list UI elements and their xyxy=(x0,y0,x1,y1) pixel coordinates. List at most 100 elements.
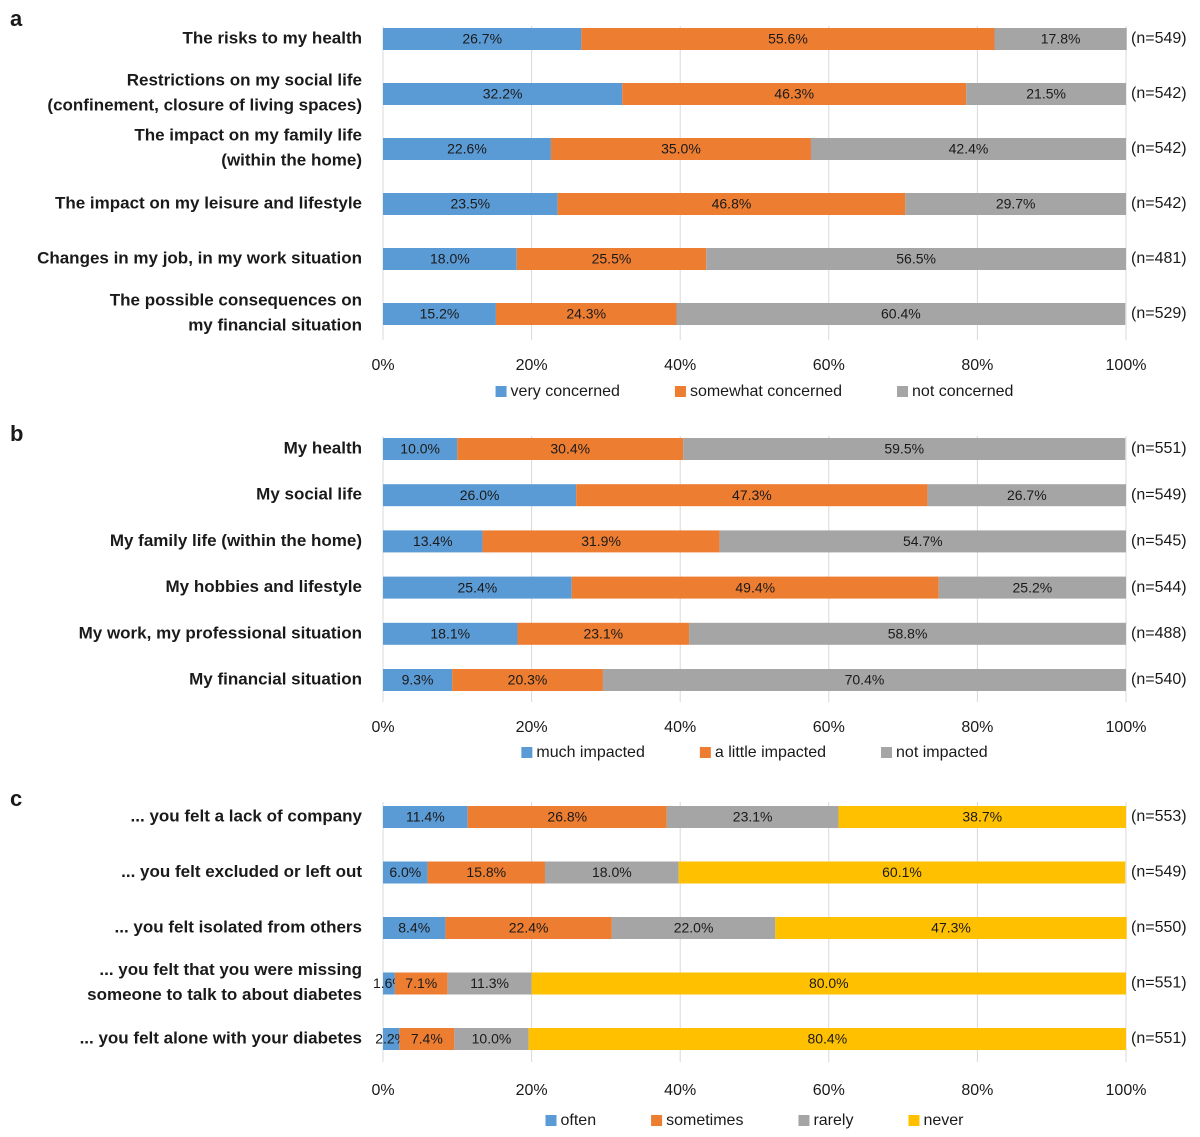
bar-segment xyxy=(550,138,811,160)
value-label: 35.0% xyxy=(661,141,701,157)
value-label: 24.3% xyxy=(566,306,606,322)
x-tick-label: 60% xyxy=(813,357,845,374)
value-label: 23.1% xyxy=(583,626,623,642)
bar-segment xyxy=(452,669,603,691)
value-label: 20.3% xyxy=(508,672,548,688)
value-label: 26.0% xyxy=(460,487,500,503)
value-label: 6.0% xyxy=(389,864,421,880)
n-label: (n=551) xyxy=(1131,440,1187,457)
bar-segment xyxy=(905,193,1126,215)
bar-segment xyxy=(394,972,448,995)
legend-swatch xyxy=(674,386,686,397)
n-label: (n=550) xyxy=(1131,919,1187,936)
n-label: (n=544) xyxy=(1131,579,1187,596)
category-label: ... you felt isolated from others xyxy=(115,917,362,936)
value-label: 59.5% xyxy=(884,441,924,457)
n-label: (n=545) xyxy=(1131,533,1187,550)
bar-segment xyxy=(457,438,684,460)
value-label: 31.9% xyxy=(581,533,621,549)
x-tick-label: 80% xyxy=(961,357,993,374)
n-label: (n=549) xyxy=(1131,30,1187,47)
legend-swatch xyxy=(651,1115,663,1126)
value-label: 15.2% xyxy=(420,306,460,322)
n-label: (n=481) xyxy=(1131,250,1187,267)
bar-segment xyxy=(938,576,1126,599)
category-label: My work, my professional situation xyxy=(79,623,362,642)
bar-segment xyxy=(927,484,1126,507)
value-label: 26.7% xyxy=(462,31,502,47)
bar-segment xyxy=(576,484,928,507)
panel-label: a xyxy=(10,6,23,31)
bar-segment xyxy=(383,1028,400,1050)
bar-segment xyxy=(383,484,577,507)
legend-label: much impacted xyxy=(536,744,645,761)
legend-label: a little impacted xyxy=(715,744,826,761)
bar-segment xyxy=(383,622,518,645)
bar-segment xyxy=(838,806,1126,828)
value-label: 22.0% xyxy=(674,920,714,936)
n-label: (n=488) xyxy=(1131,625,1187,642)
category-label: Restrictions on my social life (confineme… xyxy=(47,71,362,115)
bar-segment xyxy=(581,28,995,50)
value-label: 80.0% xyxy=(809,975,849,991)
bar-segment xyxy=(445,917,612,939)
bar-segment xyxy=(678,861,1126,884)
bar-segment xyxy=(383,303,496,325)
bar-segment xyxy=(775,917,1127,939)
value-label: 26.7% xyxy=(1007,487,1047,503)
x-tick-label: 20% xyxy=(516,357,548,374)
legend-swatch xyxy=(545,1115,557,1126)
bar-segment xyxy=(383,248,517,270)
value-label: 10.0% xyxy=(400,441,440,457)
x-tick-label: 20% xyxy=(516,1082,548,1099)
panel-label: c xyxy=(10,786,22,811)
category-label: My social life xyxy=(256,485,362,504)
bar-segment xyxy=(383,917,446,939)
bar-segment xyxy=(467,806,667,828)
value-label: 42.4% xyxy=(949,141,989,157)
value-label: 18.0% xyxy=(430,251,470,267)
legend-swatch xyxy=(521,747,533,758)
category-label: ... you felt a lack of company xyxy=(131,806,363,825)
bar-segment xyxy=(383,438,458,460)
value-label: 23.5% xyxy=(450,196,490,212)
bar-segment xyxy=(383,806,468,828)
value-label: 10.0% xyxy=(472,1031,512,1047)
bar-segment xyxy=(447,972,532,995)
x-tick-label: 40% xyxy=(664,719,696,736)
n-label: (n=549) xyxy=(1131,864,1187,881)
value-label: 23.1% xyxy=(733,809,773,825)
bar-segment xyxy=(994,28,1127,50)
value-label: 47.3% xyxy=(931,920,971,936)
value-label: 25.2% xyxy=(1013,579,1053,595)
x-tick-label: 60% xyxy=(813,719,845,736)
bar-segment xyxy=(495,303,677,325)
value-label: 32.2% xyxy=(483,86,523,102)
legend-label: never xyxy=(923,1112,964,1129)
category-label: The risks to my health xyxy=(183,28,363,47)
category-label: My financial situation xyxy=(189,669,362,688)
bar-segment xyxy=(571,576,939,599)
value-label: 7.4% xyxy=(411,1031,443,1047)
bar-segment xyxy=(482,530,720,553)
bar-segment xyxy=(383,83,623,105)
bar-segment xyxy=(544,861,679,884)
value-label: 21.5% xyxy=(1026,86,1066,102)
legend-swatch xyxy=(495,386,507,397)
n-label: (n=551) xyxy=(1131,975,1187,992)
legend-swatch xyxy=(699,747,711,758)
x-tick-label: 0% xyxy=(371,719,394,736)
bar-segment xyxy=(810,138,1126,160)
category-label: The impact on my family life (within the … xyxy=(134,126,362,170)
x-tick-label: 100% xyxy=(1106,719,1147,736)
category-label: ... you felt excluded or left out xyxy=(121,862,362,881)
value-label: 8.4% xyxy=(398,920,430,936)
category-label: The impact on my leisure and lifestyle xyxy=(55,193,362,212)
x-tick-label: 100% xyxy=(1106,1082,1147,1099)
category-label: ... you felt that you were missing someon… xyxy=(87,960,362,1004)
bar-segment xyxy=(383,530,483,553)
bar-segment xyxy=(399,1028,455,1050)
bar-segment xyxy=(689,622,1126,645)
value-label: 22.6% xyxy=(447,141,487,157)
